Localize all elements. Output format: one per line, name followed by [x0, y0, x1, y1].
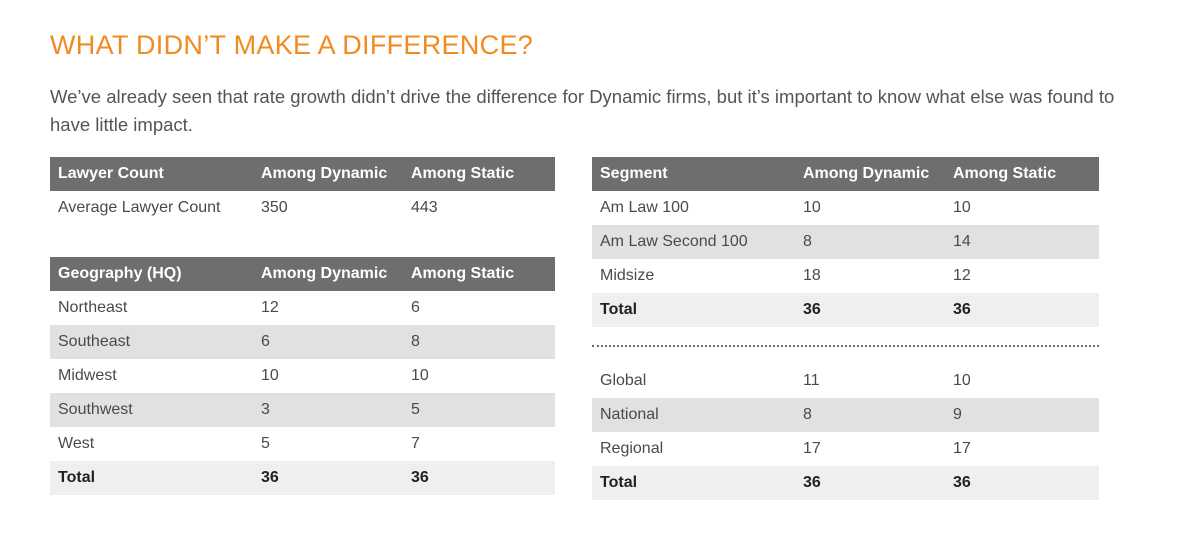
total-row: Total 36 36: [592, 293, 1099, 327]
cell-value: 18: [803, 267, 821, 284]
row-label: Total: [50, 461, 253, 495]
cell-value: 17: [953, 440, 971, 457]
cell-value: 36: [795, 293, 945, 327]
cell-value: 12: [261, 299, 279, 316]
dotted-divider: [592, 345, 1099, 347]
row-label: Midsize: [600, 267, 655, 284]
cell-value: 36: [945, 293, 1099, 327]
row-label: Am Law 100: [600, 199, 689, 216]
cell-value: 3: [253, 393, 403, 427]
cell-value: 36: [945, 466, 1099, 500]
row-label: Average Lawyer Count: [58, 199, 221, 216]
cell-value: 6: [253, 325, 403, 359]
cell-value: 7: [411, 435, 420, 452]
column-header: Among Static: [403, 157, 555, 191]
cell-value: 6: [411, 299, 420, 316]
table-row: Northeast 12 6: [50, 291, 555, 325]
cell-value: 9: [945, 398, 1099, 432]
cell-value: 8: [795, 398, 945, 432]
table-row: Midwest 10 10: [50, 359, 555, 393]
column-header: Among Static: [403, 257, 555, 291]
row-label: West: [58, 435, 95, 452]
cell-value: 8: [403, 325, 555, 359]
cell-value: 12: [953, 267, 971, 284]
segment-table: Segment Among Dynamic Among Static Am La…: [592, 157, 1099, 327]
table-row: Am Law Second 100 8 14: [592, 225, 1099, 259]
table-row: Regional 17 17: [592, 432, 1099, 466]
row-label: Total: [592, 466, 795, 500]
table-row: Am Law 100 10 10: [592, 191, 1099, 225]
cell-value: 8: [795, 225, 945, 259]
column-header: Among Dynamic: [795, 157, 945, 191]
column-header: Geography (HQ): [50, 257, 253, 291]
cell-value: 5: [403, 393, 555, 427]
cell-value: 10: [953, 372, 971, 389]
table-header-row: Lawyer Count Among Dynamic Among Static: [50, 157, 555, 191]
table-row: Midsize 18 12: [592, 259, 1099, 293]
total-row: Total 36 36: [50, 461, 555, 495]
cell-value: 17: [803, 440, 821, 457]
row-label: Total: [592, 293, 795, 327]
cell-value: 36: [403, 461, 555, 495]
row-label: Northeast: [58, 299, 128, 316]
row-label: Southeast: [50, 325, 253, 359]
table-row: National 8 9: [592, 398, 1099, 432]
table-row: Southwest 3 5: [50, 393, 555, 427]
cell-value: 350: [261, 199, 288, 216]
column-header: Segment: [592, 157, 795, 191]
column-header: Lawyer Count: [50, 157, 253, 191]
table-header-row: Segment Among Dynamic Among Static: [592, 157, 1099, 191]
table-row: West 5 7: [50, 427, 555, 461]
row-label: National: [592, 398, 795, 432]
table-row: Average Lawyer Count 350 443: [50, 191, 555, 225]
cell-value: 5: [261, 435, 270, 452]
lawyer-count-table: Lawyer Count Among Dynamic Among Static …: [50, 157, 555, 225]
column-header: Among Static: [945, 157, 1099, 191]
cell-value: 10: [411, 367, 429, 384]
cell-value: 10: [261, 367, 279, 384]
scope-table: Global 11 10 National 8 9 Regional 17 17…: [592, 364, 1099, 500]
cell-value: 14: [945, 225, 1099, 259]
cell-value: 36: [253, 461, 403, 495]
total-row: Total 36 36: [592, 466, 1099, 500]
table-row: Global 11 10: [592, 364, 1099, 398]
intro-paragraph: We’ve already seen that rate growth didn…: [50, 85, 1115, 135]
row-label: Am Law Second 100: [592, 225, 795, 259]
table-row: Southeast 6 8: [50, 325, 555, 359]
column-header: Among Dynamic: [253, 157, 403, 191]
cell-value: 36: [795, 466, 945, 500]
cell-value: 443: [411, 199, 438, 216]
row-label: Global: [600, 372, 647, 389]
row-label: Southwest: [50, 393, 253, 427]
row-label: Regional: [600, 440, 664, 457]
table-header-row: Geography (HQ) Among Dynamic Among Stati…: [50, 257, 555, 291]
column-header: Among Dynamic: [253, 257, 403, 291]
page-title: WHAT DIDN’T MAKE A DIFFERENCE?: [50, 30, 534, 61]
cell-value: 11: [803, 372, 820, 389]
cell-value: 10: [953, 199, 971, 216]
geography-table: Geography (HQ) Among Dynamic Among Stati…: [50, 257, 555, 495]
cell-value: 10: [803, 199, 821, 216]
row-label: Midwest: [58, 367, 117, 384]
